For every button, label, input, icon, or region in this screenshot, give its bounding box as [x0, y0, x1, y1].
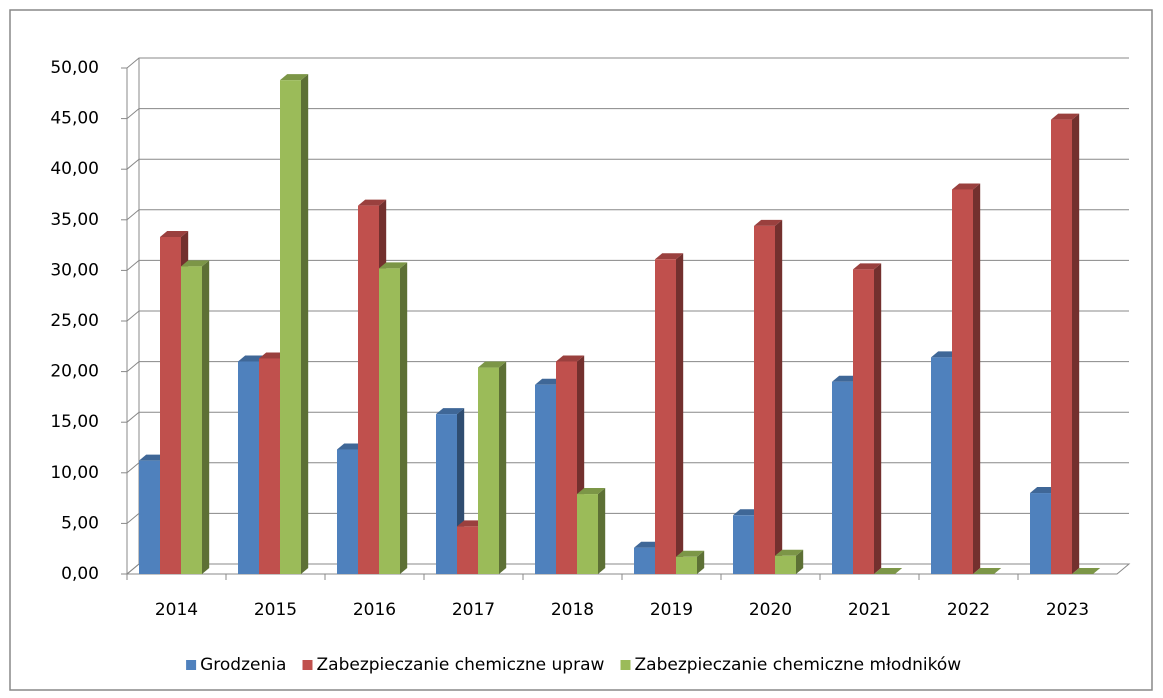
bar-top: [973, 568, 1002, 574]
x-tick-label: 2023: [1046, 600, 1089, 620]
bar: [436, 414, 457, 574]
bar-top: [379, 262, 408, 269]
bar-side: [598, 488, 606, 574]
x-tick-label: 2018: [551, 600, 594, 620]
grid-line: [126, 361, 1129, 372]
grid-line: [126, 259, 1129, 271]
legend-swatch: [620, 660, 631, 670]
bar-top: [676, 550, 705, 557]
bar: [676, 556, 697, 574]
y-tick-label: 40,00: [50, 159, 99, 179]
bar: [832, 381, 853, 574]
bar-side: [400, 262, 408, 574]
bar-side: [874, 263, 882, 574]
y-tick-label: 0,00: [61, 564, 99, 584]
x-tick-label: 2019: [650, 600, 693, 620]
bar: [952, 189, 973, 574]
legend-label: Zabezpieczanie chemiczne młodników: [635, 655, 962, 675]
bar-top: [1072, 568, 1101, 574]
bar-top: [775, 549, 804, 556]
bar: [457, 526, 478, 574]
x-tick-label: 2014: [155, 600, 198, 620]
legend-swatch: [186, 660, 197, 670]
bar: [535, 384, 556, 574]
legend-swatch: [302, 660, 313, 670]
bar-top: [436, 408, 465, 415]
y-tick-label: 45,00: [50, 109, 99, 129]
bar: [139, 460, 160, 574]
grid-line: [126, 411, 1129, 423]
x-tick-label: 2022: [947, 600, 990, 620]
bar-top: [874, 568, 903, 574]
bar: [280, 80, 301, 575]
bar: [1030, 493, 1051, 574]
bar: [181, 266, 202, 574]
bar-side: [301, 74, 309, 575]
bar-side: [973, 183, 981, 574]
bar-top: [655, 253, 684, 260]
bar-side: [796, 549, 804, 574]
bar-top: [478, 361, 507, 368]
bar-top: [280, 74, 309, 81]
bar-side: [697, 550, 705, 574]
grid-line: [126, 57, 1129, 69]
bar: [358, 205, 379, 574]
bar: [733, 515, 754, 574]
bar: [556, 361, 577, 574]
bar-top: [358, 199, 387, 206]
y-tick-label: 10,00: [50, 463, 99, 483]
y-tick-label: 15,00: [50, 412, 99, 432]
y-tick-label: 5,00: [61, 513, 99, 533]
bar: [754, 225, 775, 574]
bar-top: [952, 183, 981, 190]
y-tick-label: 30,00: [50, 260, 99, 280]
bar: [775, 555, 796, 574]
x-tick-label: 2021: [848, 600, 891, 620]
x-tick-label: 2017: [452, 600, 495, 620]
grid-line: [126, 209, 1129, 221]
bar-top: [1051, 113, 1080, 120]
legend-label: Zabezpieczanie chemiczne upraw: [317, 655, 605, 675]
y-tick-label: 35,00: [50, 210, 99, 230]
bar-side: [202, 260, 210, 574]
bar-top: [577, 488, 606, 495]
y-tick-label: 20,00: [50, 362, 99, 382]
bar: [160, 237, 181, 574]
legend-label: Grodzenia: [200, 655, 286, 675]
x-tick-label: 2015: [254, 600, 297, 620]
bar: [238, 361, 259, 574]
x-tick-label: 2020: [749, 600, 792, 620]
bar: [1051, 119, 1072, 574]
bar-side: [499, 361, 507, 574]
bar: [853, 269, 874, 574]
grid-line: [126, 310, 1129, 322]
grid-line: [126, 108, 1129, 119]
bar: [655, 259, 676, 574]
bar-top: [754, 219, 783, 226]
bar-side: [676, 253, 684, 574]
bar: [931, 357, 952, 574]
x-tick-label: 2016: [353, 600, 396, 620]
bar-top: [853, 263, 882, 270]
bar: [478, 367, 499, 574]
bar: [379, 268, 400, 574]
bar: [337, 449, 358, 574]
bar-top: [160, 231, 189, 238]
y-tick-label: 25,00: [50, 311, 99, 331]
grid-line: [126, 158, 1129, 170]
bar-top: [181, 260, 210, 267]
bar: [259, 358, 280, 574]
bar-side: [1072, 113, 1080, 574]
bar: [634, 547, 655, 574]
bar-side: [775, 219, 783, 574]
y-tick-label: 50,00: [50, 58, 99, 78]
bar: [577, 494, 598, 574]
bar-top: [556, 355, 585, 362]
